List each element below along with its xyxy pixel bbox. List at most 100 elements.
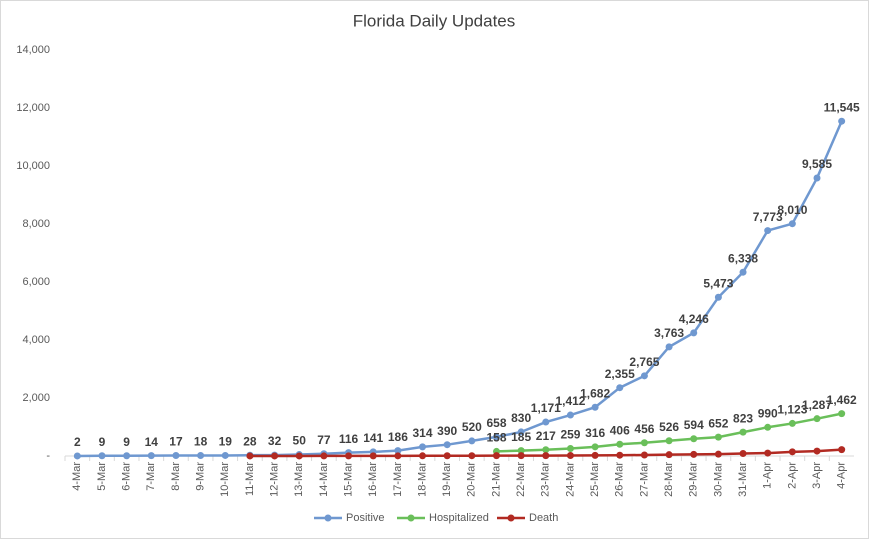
data-point — [616, 384, 624, 392]
data-point — [714, 450, 722, 458]
data-point — [690, 450, 698, 458]
data-label: 316 — [585, 426, 605, 440]
x-tick-label: 18-Mar — [416, 462, 428, 497]
data-point — [764, 449, 772, 457]
data-label: 116 — [339, 432, 359, 446]
data-point — [616, 451, 624, 459]
data-point — [123, 452, 131, 460]
legend-marker — [324, 514, 332, 522]
y-tick-label: 8,000 — [22, 218, 50, 230]
data-point — [345, 452, 353, 460]
x-tick-label: 9-Mar — [195, 462, 207, 491]
x-tick-label: 19-Mar — [441, 462, 453, 497]
data-point — [739, 428, 747, 436]
data-label: 9,585 — [802, 157, 832, 171]
data-label: 823 — [733, 411, 753, 425]
data-point — [764, 423, 772, 431]
data-label: 3,763 — [654, 326, 684, 340]
data-point — [320, 452, 328, 460]
data-point — [542, 452, 550, 460]
data-point — [295, 452, 303, 460]
data-point — [443, 441, 451, 449]
data-point — [690, 329, 698, 337]
data-point — [640, 439, 648, 447]
data-label: 652 — [708, 416, 728, 430]
data-label: 456 — [634, 422, 654, 436]
x-tick-label: 7-Mar — [145, 462, 157, 491]
data-label: 9 — [123, 435, 130, 449]
y-tick-label: 14,000 — [16, 44, 50, 56]
data-label: 28 — [243, 434, 257, 448]
data-label: 1,682 — [580, 386, 610, 400]
data-point — [517, 452, 525, 460]
x-tick-label: 21-Mar — [490, 462, 502, 497]
data-point — [665, 343, 673, 351]
data-point — [566, 451, 574, 459]
data-label: 1,123 — [777, 403, 807, 417]
x-tick-label: 10-Mar — [219, 462, 231, 497]
data-point — [517, 447, 525, 455]
data-label: 2,765 — [629, 355, 659, 369]
x-tick-label: 16-Mar — [367, 462, 379, 497]
data-point — [838, 410, 846, 418]
data-label: 17 — [169, 435, 183, 449]
x-tick-label: 4-Mar — [71, 462, 83, 491]
y-tick-label: 6,000 — [22, 276, 50, 288]
x-tick-label: 4-Apr — [836, 462, 848, 489]
y-tick-label: 10,000 — [16, 160, 50, 172]
data-label: 217 — [536, 429, 556, 443]
data-label: 2,355 — [605, 367, 635, 381]
x-tick-label: 25-Mar — [589, 462, 601, 497]
data-label: 9 — [99, 435, 106, 449]
data-point — [492, 433, 500, 441]
x-tick-label: 24-Mar — [564, 462, 576, 497]
legend-marker — [407, 514, 415, 522]
data-point — [838, 446, 846, 454]
data-label: 32 — [268, 434, 282, 448]
data-label: 658 — [486, 416, 506, 430]
data-point — [394, 452, 402, 460]
data-point — [764, 227, 772, 235]
legend-label: Death — [529, 512, 558, 524]
x-tick-label: 5-Mar — [96, 462, 108, 491]
data-point — [443, 452, 451, 460]
data-point — [665, 451, 673, 459]
data-point — [838, 117, 846, 125]
data-point — [468, 452, 476, 460]
data-point — [640, 372, 648, 380]
data-label: 6,338 — [728, 251, 758, 265]
data-label: 314 — [413, 426, 433, 440]
data-point — [147, 452, 155, 460]
data-point — [591, 403, 599, 411]
x-tick-label: 11-Mar — [244, 462, 256, 496]
x-tick-label: 23-Mar — [540, 462, 552, 497]
data-point — [788, 419, 796, 427]
data-point — [813, 447, 821, 455]
data-label: 406 — [610, 423, 630, 437]
data-label: 830 — [511, 411, 531, 425]
data-point — [591, 443, 599, 451]
data-label: 520 — [462, 420, 482, 434]
data-label: 18 — [194, 435, 208, 449]
data-label: 11,545 — [824, 100, 860, 114]
x-tick-label: 17-Mar — [392, 462, 404, 497]
data-point — [246, 452, 254, 460]
data-point — [739, 450, 747, 458]
data-label: 1,412 — [555, 394, 585, 408]
legend-marker — [507, 514, 515, 522]
legend-label: Hospitalized — [429, 512, 489, 524]
x-tick-label: 31-Mar — [737, 462, 749, 497]
x-tick-label: 14-Mar — [318, 462, 330, 497]
data-point — [542, 446, 550, 454]
data-label: 526 — [659, 420, 679, 434]
x-tick-label: 6-Mar — [121, 462, 133, 491]
data-point — [788, 220, 796, 228]
data-label: 990 — [758, 406, 778, 420]
data-label: 5,473 — [703, 276, 733, 290]
x-tick-label: 28-Mar — [663, 462, 675, 497]
y-tick-label: 4,000 — [22, 334, 50, 346]
x-tick-label: 13-Mar — [293, 462, 305, 497]
data-point — [542, 418, 550, 426]
data-label: 185 — [511, 430, 531, 444]
